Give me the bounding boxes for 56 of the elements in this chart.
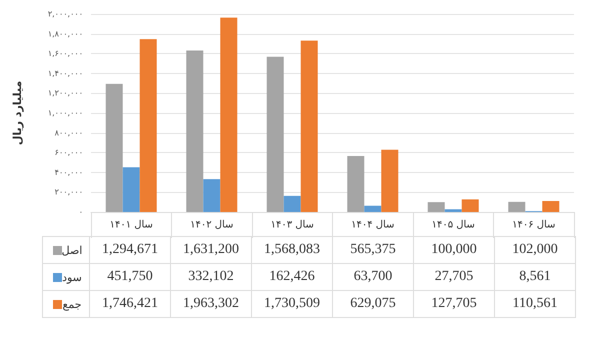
data-label: 565,375 bbox=[332, 236, 414, 264]
data-label: 8,561 bbox=[494, 264, 576, 290]
x-tick-label: سال ۱۴۰۵ bbox=[432, 220, 475, 230]
x-tick-label: سال ۱۴۰۳ bbox=[270, 220, 314, 230]
legend-label: جمع bbox=[62, 298, 82, 310]
bar bbox=[381, 150, 398, 212]
y-axis-title: میلیارد ریال bbox=[11, 80, 24, 146]
data-label: 1,963,302 bbox=[170, 290, 252, 318]
data-label: 1,294,671 bbox=[90, 236, 170, 264]
bar bbox=[444, 209, 462, 212]
y-tick-label: ۴۰۰,۰۰۰ bbox=[54, 168, 83, 177]
y-tick-label: ۰ bbox=[78, 208, 83, 216]
bar bbox=[542, 201, 560, 212]
bar bbox=[428, 202, 445, 212]
data-label: 1,631,200 bbox=[170, 236, 252, 264]
bar bbox=[266, 56, 284, 212]
data-label: 127,705 bbox=[414, 290, 494, 318]
bar bbox=[186, 50, 204, 212]
legend-label: اصل bbox=[62, 244, 82, 256]
data-label: 27,705 bbox=[414, 264, 494, 290]
y-tick-label: ۱,۴۰۰,۰۰۰ bbox=[48, 68, 83, 78]
data-label: 110,561 bbox=[494, 290, 576, 318]
x-tick-label: سال ۱۴۰۱ bbox=[110, 220, 153, 230]
bar bbox=[203, 179, 220, 212]
y-tick-label: ۱,۸۰۰,۰۰۰ bbox=[48, 29, 83, 38]
y-tick-label: ۸۰۰,۰۰۰ bbox=[54, 128, 83, 138]
data-label: 100,000 bbox=[414, 236, 494, 264]
x-tick-label: سال ۱۴۰۶ bbox=[512, 220, 556, 230]
y-tick-label: ۶۰۰,۰۰۰ bbox=[54, 148, 83, 158]
data-label: 451,750 bbox=[90, 264, 170, 290]
data-label: 1,568,083 bbox=[252, 236, 332, 264]
legend-label: سود bbox=[62, 270, 82, 284]
y-tick-label: ۱,۲۰۰,۰۰۰ bbox=[48, 88, 83, 98]
bar bbox=[462, 199, 479, 212]
data-label: 629,075 bbox=[332, 290, 414, 318]
data-label: 1,730,509 bbox=[252, 290, 332, 318]
y-tick-label: ۲,۰۰۰,۰۰۰ bbox=[48, 10, 83, 18]
y-tick-label: ۲۰۰,۰۰۰ bbox=[54, 188, 83, 197]
x-tick-label: سال ۱۴۰۴ bbox=[351, 220, 394, 230]
data-label: 332,102 bbox=[170, 264, 252, 290]
y-tick-label: ۱,۰۰۰,۰۰۰ bbox=[48, 108, 83, 118]
bar bbox=[122, 167, 140, 212]
bar bbox=[140, 39, 157, 212]
bar bbox=[347, 156, 364, 212]
bar bbox=[106, 84, 123, 212]
data-label: 102,000 bbox=[494, 236, 576, 264]
bar bbox=[364, 206, 382, 212]
data-label: 162,426 bbox=[252, 264, 332, 290]
x-tick-label: سال ۱۴۰۲ bbox=[190, 220, 234, 230]
bar bbox=[220, 18, 238, 212]
data-label: 1,746,421 bbox=[90, 290, 170, 318]
y-tick-label: ۱,۶۰۰,۰۰۰ bbox=[48, 49, 83, 58]
bar bbox=[300, 40, 318, 212]
bar bbox=[508, 202, 526, 212]
data-label: 63,700 bbox=[332, 264, 414, 290]
bar bbox=[284, 196, 301, 212]
